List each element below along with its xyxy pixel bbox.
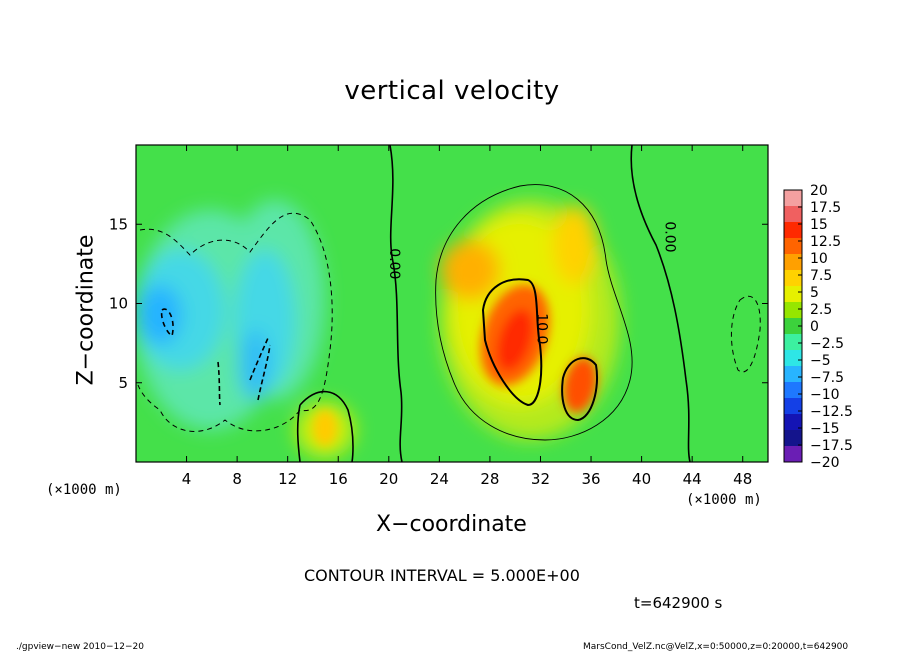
colorbar: 2017.51512.5107.552.50−2.5−5−7.5−10−12.5… [783, 183, 853, 471]
colorbar-label: −10 [810, 387, 840, 403]
x-unit-label-left: (×1000 m) [46, 482, 122, 498]
colorbar-label: −2.5 [810, 336, 844, 352]
colorbar-label: −20 [810, 455, 840, 471]
colorbar-swatch [784, 414, 802, 431]
time-label: t=642900 s [634, 594, 723, 612]
contour-10-main [481, 278, 543, 407]
x-tick-label: 12 [278, 470, 297, 488]
updraft-core-max [496, 309, 534, 371]
x-tick-label: 4 [182, 470, 192, 488]
colorbar-label: 2.5 [810, 302, 832, 318]
y-tick-label: 10 [109, 295, 128, 313]
chart-title: vertical velocity [344, 76, 560, 106]
x-unit-label-right: (×1000 m) [686, 492, 762, 508]
contour-interval: CONTOUR INTERVAL = 5.000E+00 [304, 566, 580, 585]
x-tick-label: 32 [531, 470, 550, 488]
x-tick-label: 28 [480, 470, 499, 488]
x-tick-label: 8 [232, 470, 242, 488]
x-tick-label: 16 [329, 470, 348, 488]
colorbar-label: 5 [810, 285, 819, 301]
updraft-secondary-right [553, 205, 597, 285]
x-axis-label: X−coordinate [376, 512, 527, 537]
x-tick-label: 36 [581, 470, 600, 488]
contour-zero-left [389, 145, 403, 462]
colorbar-swatch [784, 446, 802, 463]
colorbar-swatch [784, 222, 802, 239]
colorbar-label: 15 [810, 217, 828, 233]
contour-label: 0.00 [661, 221, 677, 252]
contour-lines: 0.00 10.0 0.00 [137, 145, 761, 462]
updraft-secondary [440, 240, 500, 300]
colorbar-swatch [784, 334, 802, 351]
x-tick-label: 24 [430, 470, 449, 488]
colorbar-label: 17.5 [810, 200, 841, 216]
footer-left: ./gpview−new 2010−12−20 [16, 642, 144, 652]
footer-right: MarsCond_VelZ.nc@VelZ,x=0:50000,z=0:2000… [583, 642, 849, 652]
velocity-field [136, 145, 768, 462]
colorbar-swatch [784, 430, 802, 447]
colorbar-swatch [784, 270, 802, 287]
colorbar-label: 0 [810, 319, 819, 335]
colorbar-swatch [784, 238, 802, 255]
field-core-layer [313, 284, 597, 446]
colorbar-swatch [784, 398, 802, 415]
contour-label: 10.0 [534, 313, 550, 344]
updraft-core-secondary [563, 357, 597, 413]
colorbar-swatch [784, 366, 802, 383]
contour-10-secondary [561, 357, 598, 422]
y-tick-label: 5 [118, 374, 128, 392]
contour-small-updraft [296, 390, 354, 462]
x-tick-label: 40 [632, 470, 651, 488]
colorbar-label: −12.5 [810, 404, 853, 420]
colorbar-swatch [784, 350, 802, 367]
contour-label: 0.00 [386, 248, 402, 279]
colorbar-label: 12.5 [810, 234, 841, 250]
colorbar-swatch [784, 190, 802, 207]
contour-positive-outer [435, 184, 633, 441]
contour-negative-far-right [730, 295, 761, 373]
y-axis-label: Z−coordinate [73, 234, 99, 386]
colorbar-label: −15 [810, 421, 840, 437]
x-tick-label: 48 [733, 470, 752, 488]
contour-zero-right [630, 145, 691, 462]
colorbar-swatch [784, 286, 802, 303]
x-tick-label: 44 [683, 470, 702, 488]
colorbar-label: −7.5 [810, 370, 844, 386]
downdraft-core-left [138, 285, 182, 345]
x-tick-label: 20 [379, 470, 398, 488]
contour-negative-core-right [217, 337, 271, 406]
colorbar-label: 20 [810, 183, 828, 199]
contour-negative-outer [137, 212, 333, 432]
y-tick-label: 15 [109, 215, 128, 233]
colorbar-label: −17.5 [810, 438, 853, 454]
colorbar-label: 7.5 [810, 268, 832, 284]
colorbar-swatch [784, 254, 802, 271]
colorbar-label: 10 [810, 251, 828, 267]
updraft-core-small [313, 410, 337, 446]
colorbar-swatch [784, 318, 802, 335]
colorbar-swatch [784, 206, 802, 223]
colorbar-label: −5 [810, 353, 831, 369]
colorbar-swatch [784, 302, 802, 319]
colorbar-swatch [784, 382, 802, 399]
